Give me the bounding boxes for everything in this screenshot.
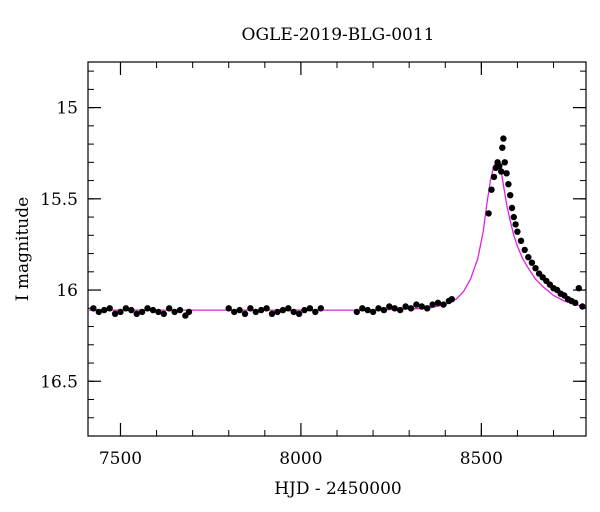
data-point (279, 306, 287, 314)
data-point (397, 306, 404, 314)
data-point (225, 305, 232, 312)
data-point (510, 213, 517, 221)
data-point (503, 170, 510, 177)
data-points (90, 135, 586, 319)
y-axis-label: I magnitude (13, 197, 33, 301)
data-point (117, 308, 124, 316)
data-point (268, 310, 276, 317)
data-point (369, 308, 377, 316)
y-tick-label: 15.5 (40, 190, 78, 210)
data-point (122, 305, 130, 312)
data-point (386, 303, 393, 310)
x-tick-label: 8000 (279, 449, 322, 469)
data-point (402, 303, 409, 310)
y-tick-label: 16.5 (40, 372, 78, 392)
data-point (418, 303, 425, 310)
data-point (525, 254, 532, 261)
data-point (424, 305, 431, 312)
data-point (317, 305, 324, 312)
data-point (106, 305, 113, 312)
data-point (312, 308, 319, 316)
data-point (496, 162, 503, 170)
data-point (155, 308, 162, 316)
data-point (353, 308, 360, 316)
chart-title: OGLE-2019-BLG-0011 (242, 25, 435, 45)
data-point (176, 306, 184, 314)
data-point (508, 204, 516, 212)
y-tick-label: 16 (56, 281, 78, 301)
data-point (514, 228, 521, 235)
data-point (500, 135, 507, 142)
data-point (90, 305, 97, 312)
data-point (499, 144, 506, 151)
data-point (171, 308, 178, 316)
data-point (160, 310, 167, 317)
data-point (359, 305, 366, 312)
data-point (236, 306, 243, 314)
data-point (448, 296, 455, 303)
data-point (306, 305, 314, 312)
data-point (575, 285, 582, 292)
data-point (295, 310, 303, 317)
data-point (290, 308, 297, 316)
data-point (579, 303, 586, 310)
data-point (413, 301, 420, 308)
data-point (532, 265, 539, 272)
x-tick-label: 7500 (99, 449, 142, 469)
data-point (133, 310, 140, 317)
data-point (485, 210, 492, 217)
data-point (301, 306, 308, 314)
plot-frame (87, 61, 587, 437)
data-point (263, 305, 270, 312)
data-point (138, 308, 146, 316)
data-point (521, 246, 528, 254)
data-point (95, 308, 103, 316)
data-point (517, 237, 525, 244)
data-point (258, 306, 265, 314)
data-point (512, 221, 519, 228)
data-point (528, 259, 536, 266)
x-tick-label: 8500 (460, 449, 503, 469)
data-point (231, 308, 238, 316)
data-point (498, 168, 505, 175)
data-point (429, 301, 436, 308)
data-point (375, 305, 382, 312)
y-tick-label: 15 (56, 99, 78, 119)
data-point (144, 305, 151, 312)
x-axis-label: HJD - 2450000 (274, 479, 402, 499)
data-point (572, 299, 579, 306)
data-point (101, 306, 108, 314)
data-point (241, 310, 249, 317)
data-point (488, 186, 495, 193)
data-point (380, 306, 388, 314)
y-axis-ticks: 15 15.5 16 16.5 (40, 70, 586, 437)
data-point (391, 305, 398, 312)
data-point (505, 181, 512, 188)
data-point (274, 308, 281, 316)
data-point (507, 192, 514, 199)
data-point (111, 310, 119, 317)
data-point (285, 305, 292, 312)
data-point (440, 301, 447, 308)
data-point (501, 159, 508, 166)
data-point (407, 305, 415, 312)
data-point (149, 306, 157, 314)
data-point (434, 299, 442, 306)
data-point (247, 305, 254, 312)
data-point (185, 308, 193, 316)
x-axis-ticks: 7500 8000 8500 (99, 62, 555, 469)
data-point (364, 306, 371, 314)
data-point (166, 305, 173, 312)
data-point (252, 308, 259, 316)
data-point (490, 173, 498, 181)
data-point (128, 306, 135, 314)
